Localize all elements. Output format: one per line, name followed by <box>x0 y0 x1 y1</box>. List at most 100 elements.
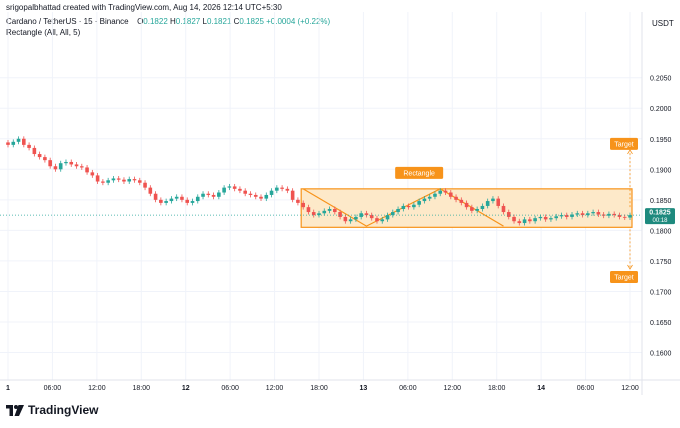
tradingview-logo[interactable]: TradingView <box>6 403 98 417</box>
x-tick-label: 1 <box>6 385 10 392</box>
candle-body <box>217 192 221 197</box>
candle-body <box>427 196 432 199</box>
candle-body <box>53 166 58 170</box>
candle-body <box>116 178 121 180</box>
y-tick-label: 0.1900 <box>650 167 672 174</box>
candle-body <box>95 175 100 182</box>
candle-body <box>90 172 95 176</box>
candle-body <box>543 216 548 220</box>
candle-body <box>132 179 137 181</box>
candle-body <box>559 215 564 217</box>
indicator-legend[interactable]: Rectangle (All, All, 5) <box>6 28 81 37</box>
candle-body <box>127 179 132 182</box>
candle-body <box>195 196 200 202</box>
candle-body <box>528 219 532 222</box>
x-tick-label: 18:00 <box>133 385 151 392</box>
candle-body <box>137 180 142 183</box>
close-value: 0.1825 <box>239 17 264 26</box>
x-tick-label: 12:00 <box>444 385 462 392</box>
price-axis: 0.2050 0.2000 0.1950 0.1900 0.1850 0.1800 0.17… <box>641 12 675 395</box>
candle-body <box>169 198 174 202</box>
chart-credit: srigopalbhattad created with TradingView… <box>6 3 282 12</box>
candle-body <box>564 215 569 217</box>
candle-body <box>464 202 469 208</box>
candle-body <box>227 186 232 188</box>
candle-body <box>22 138 26 145</box>
candle-body <box>180 196 184 200</box>
candle-body <box>122 179 126 182</box>
candle-body <box>275 187 279 191</box>
candle-body <box>369 215 374 219</box>
target-up-arrow-icon <box>627 149 633 155</box>
candle-body <box>190 201 195 203</box>
candle-body <box>359 213 363 217</box>
symbol-name[interactable]: Cardano / TetherUS · 15 · Binance <box>6 17 129 26</box>
candle-body <box>538 216 543 219</box>
x-tick-label: 12 <box>182 385 190 392</box>
open-label: O <box>137 17 144 26</box>
rectangle-label-box <box>395 166 444 179</box>
candle-body <box>406 205 411 208</box>
candle-body <box>6 142 10 145</box>
candle-body <box>422 198 427 202</box>
x-tick-label: 06:00 <box>399 385 417 392</box>
x-tick-label: 18:00 <box>310 385 328 392</box>
candle-body <box>612 213 616 216</box>
candle-body <box>253 194 258 197</box>
candle-body <box>338 212 342 217</box>
candle-body <box>575 213 580 215</box>
candle-body <box>222 187 226 193</box>
candle-body <box>390 212 395 216</box>
candle-body <box>454 196 458 200</box>
candle-body <box>58 163 63 170</box>
candle-body <box>570 214 574 217</box>
candle-body <box>596 212 601 215</box>
candle-body <box>280 187 284 189</box>
candle-body <box>232 186 237 189</box>
rectangle-label: Rectangle <box>403 170 435 177</box>
price-badge-countdown: 00:18 <box>652 218 668 224</box>
x-tick-label: 18:00 <box>488 385 506 392</box>
candles <box>6 136 632 226</box>
candle-body <box>43 157 47 161</box>
candle-body <box>238 188 242 191</box>
y-tick-label: 0.1950 <box>650 137 672 144</box>
y-tick-label: 0.1800 <box>650 228 672 235</box>
candle-body <box>348 219 353 222</box>
candle-body <box>580 213 585 216</box>
candle-body <box>301 202 305 208</box>
candle-body <box>48 160 52 167</box>
candle-body <box>438 190 443 194</box>
candle-body <box>211 194 216 197</box>
candle-body <box>385 215 390 220</box>
candle-body <box>159 199 163 203</box>
y-tick-label: 0.2050 <box>650 76 672 83</box>
x-tick-label: 06:00 <box>577 385 595 392</box>
currency-label: USDT <box>652 19 674 28</box>
symbol-legend: Cardano / TetherUS · 15 · Binance O 0.182… <box>6 17 330 26</box>
candle-body <box>354 216 358 220</box>
candle-body <box>396 209 400 213</box>
y-tick-label: 0.1650 <box>650 320 672 327</box>
candle-body <box>591 212 595 214</box>
low-value: 0.1821 <box>206 17 232 26</box>
candle-body <box>264 194 269 199</box>
candle-body <box>79 166 84 168</box>
target-up-label: Target <box>614 141 634 148</box>
candle-body <box>485 201 490 206</box>
candle-body <box>153 193 158 200</box>
candle-body <box>586 213 590 216</box>
candle-body <box>32 147 37 155</box>
candle-body <box>491 198 495 202</box>
tradingview-logo-icon <box>6 404 24 416</box>
candle-body <box>364 213 369 216</box>
overlay-annotations: Rectangle Target Target <box>0 137 642 284</box>
x-tick-label: 13 <box>360 385 368 392</box>
candle-body <box>85 167 89 173</box>
candle-body <box>607 213 611 216</box>
target-down-arrow-icon <box>627 264 633 270</box>
candle-body <box>459 199 464 203</box>
target-down-label: Target <box>614 275 634 282</box>
candle-body <box>269 190 274 195</box>
